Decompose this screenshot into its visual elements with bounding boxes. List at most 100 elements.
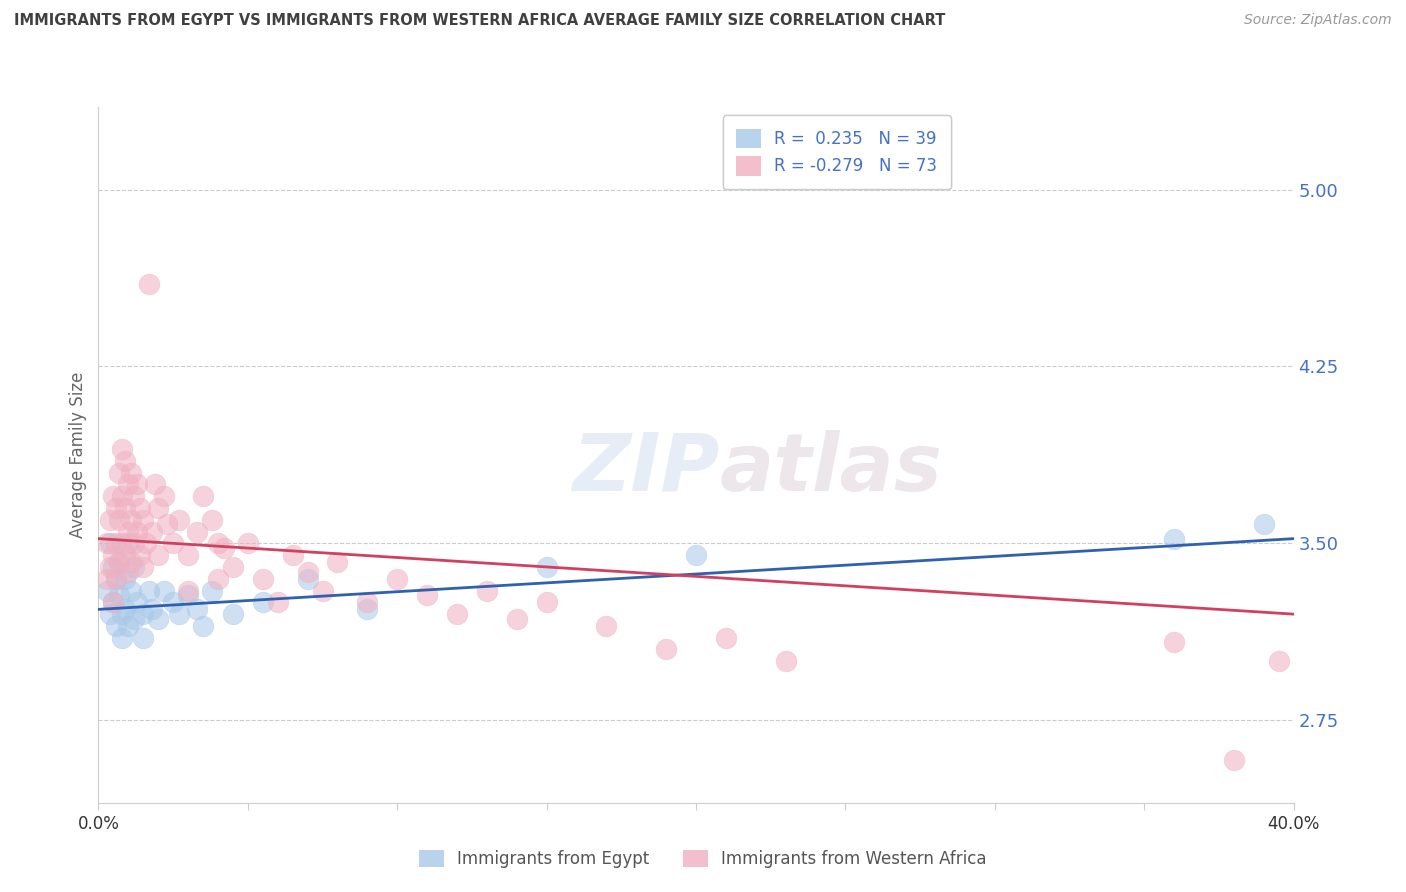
Point [1267, 654, 1289, 668]
Point [98, 536, 122, 550]
Point [108, 555, 131, 569]
Point [595, 619, 617, 633]
Point [105, 500, 128, 515]
Point [236, 536, 259, 550]
Point [111, 489, 134, 503]
Point [103, 489, 125, 503]
Point [207, 572, 229, 586]
Point [98, 513, 122, 527]
Point [297, 565, 319, 579]
Point [124, 536, 146, 550]
Point [685, 548, 707, 562]
Point [775, 654, 797, 668]
Point [141, 602, 163, 616]
Point [536, 595, 558, 609]
Point [132, 607, 155, 621]
Point [162, 595, 184, 609]
Point [143, 477, 166, 491]
Point [167, 607, 190, 621]
Point [148, 612, 170, 626]
Point [103, 595, 125, 609]
Point [124, 612, 146, 626]
Point [114, 548, 136, 562]
Point [127, 477, 149, 491]
Point [105, 572, 128, 586]
Point [105, 619, 128, 633]
Point [103, 548, 125, 562]
Point [105, 536, 128, 550]
Point [201, 513, 224, 527]
Point [96, 583, 118, 598]
Point [156, 517, 179, 532]
Point [98, 560, 122, 574]
Point [120, 555, 142, 569]
Point [252, 572, 274, 586]
Point [124, 560, 146, 574]
Point [297, 572, 319, 586]
Point [111, 536, 134, 550]
Text: IMMIGRANTS FROM EGYPT VS IMMIGRANTS FROM WESTERN AFRICA AVERAGE FAMILY SIZE CORR: IMMIGRANTS FROM EGYPT VS IMMIGRANTS FROM… [14, 13, 945, 29]
Point [714, 631, 737, 645]
Point [222, 560, 245, 574]
Point [252, 595, 274, 609]
Point [212, 541, 235, 555]
Point [177, 583, 200, 598]
Point [148, 548, 170, 562]
Point [186, 602, 208, 616]
Point [148, 500, 170, 515]
Point [416, 588, 439, 602]
Point [506, 612, 529, 626]
Point [98, 607, 122, 621]
Point [132, 631, 155, 645]
Point [117, 477, 139, 491]
Point [117, 536, 139, 550]
Point [356, 595, 378, 609]
Point [117, 619, 139, 633]
Point [108, 555, 131, 569]
Point [120, 466, 142, 480]
Y-axis label: Average Family Size: Average Family Size [69, 372, 87, 538]
Text: Source: ZipAtlas.com: Source: ZipAtlas.com [1244, 13, 1392, 28]
Point [1163, 532, 1185, 546]
Point [138, 583, 160, 598]
Point [1163, 635, 1185, 649]
Point [201, 583, 224, 598]
Point [120, 513, 142, 527]
Point [311, 583, 333, 598]
Point [326, 555, 349, 569]
Point [153, 489, 176, 503]
Point [222, 607, 245, 621]
Point [138, 277, 160, 291]
Point [108, 513, 131, 527]
Point [356, 602, 378, 616]
Point [103, 560, 125, 574]
Point [124, 489, 146, 503]
Point [108, 588, 131, 602]
Point [186, 524, 208, 539]
Point [117, 524, 139, 539]
Point [162, 536, 184, 550]
Point [267, 595, 290, 609]
Legend: Immigrants from Egypt, Immigrants from Western Africa: Immigrants from Egypt, Immigrants from W… [412, 843, 994, 875]
Point [132, 513, 155, 527]
Point [114, 500, 136, 515]
Point [96, 536, 118, 550]
Point [127, 595, 149, 609]
Point [191, 619, 214, 633]
Point [129, 548, 152, 562]
Point [385, 572, 409, 586]
Point [1253, 517, 1275, 532]
Point [536, 560, 558, 574]
Point [177, 588, 200, 602]
Point [120, 583, 142, 598]
Point [111, 607, 134, 621]
Point [129, 500, 152, 515]
Point [114, 572, 136, 586]
Legend: R =  0.235   N = 39, R = -0.279   N = 73: R = 0.235 N = 39, R = -0.279 N = 73 [723, 115, 950, 189]
Point [96, 572, 118, 586]
Text: atlas: atlas [720, 430, 942, 508]
Point [655, 642, 678, 657]
Point [207, 536, 229, 550]
Point [127, 524, 149, 539]
Point [103, 595, 125, 609]
